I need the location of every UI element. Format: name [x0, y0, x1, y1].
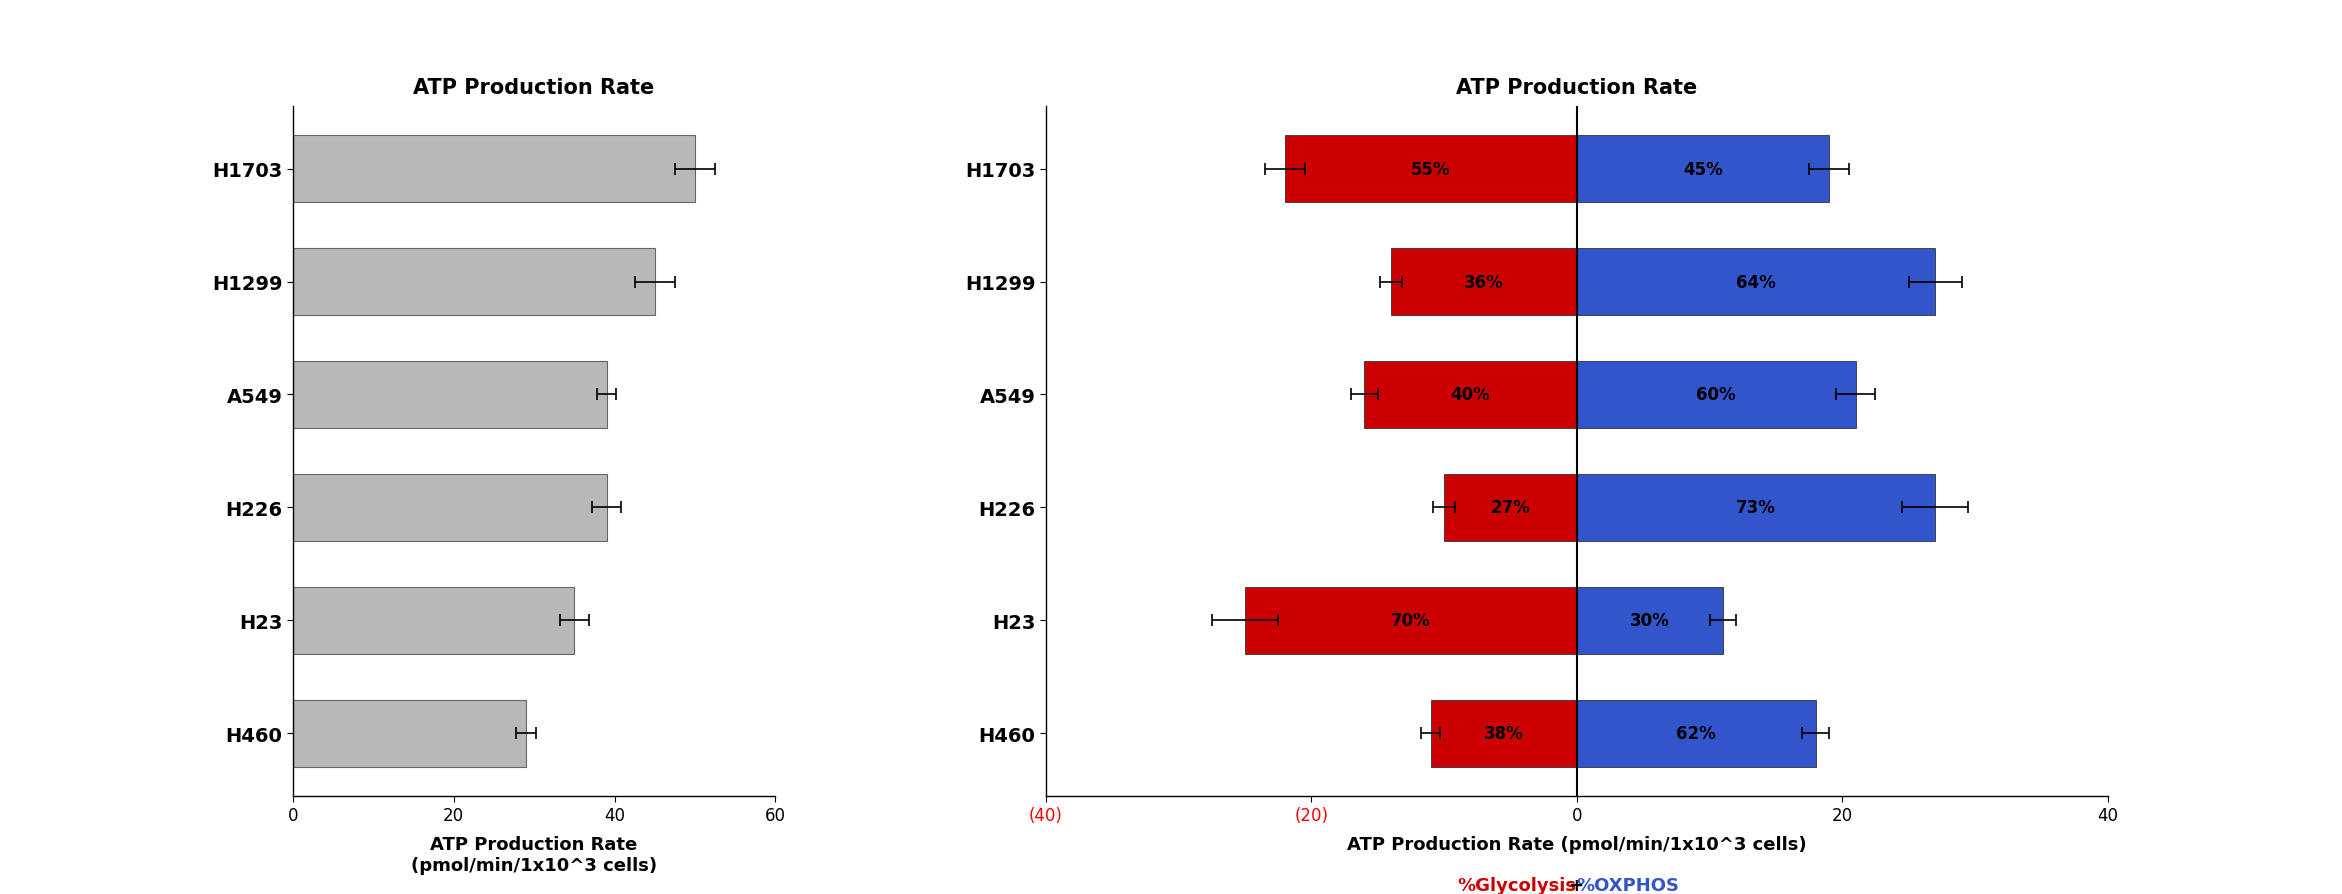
Bar: [293, 474, 607, 542]
Bar: [1576, 586, 1724, 654]
Bar: [1576, 136, 1829, 203]
Text: 45%: 45%: [1684, 160, 1724, 178]
Text: 30%: 30%: [1630, 611, 1670, 629]
Text: 64%: 64%: [1735, 274, 1775, 291]
Bar: [293, 249, 656, 316]
Bar: [1576, 249, 1934, 316]
Bar: [1445, 474, 1576, 542]
Text: 38%: 38%: [1485, 725, 1525, 743]
Text: %OXPHOS: %OXPHOS: [1576, 876, 1679, 894]
Bar: [1431, 700, 1576, 767]
Bar: [293, 136, 696, 203]
Bar: [293, 700, 527, 767]
Bar: [293, 586, 574, 654]
Bar: [1576, 474, 1934, 542]
Bar: [1391, 249, 1576, 316]
Text: 70%: 70%: [1391, 611, 1431, 629]
X-axis label: ATP Production Rate
(pmol/min/1x10^3 cells): ATP Production Rate (pmol/min/1x10^3 cel…: [412, 835, 658, 874]
Title: ATP Production Rate: ATP Production Rate: [415, 78, 656, 97]
Bar: [1576, 700, 1815, 767]
Bar: [293, 361, 607, 429]
Text: 60%: 60%: [1696, 386, 1735, 404]
Text: 55%: 55%: [1410, 160, 1450, 178]
Text: 36%: 36%: [1464, 274, 1504, 291]
Bar: [1246, 586, 1576, 654]
Text: 73%: 73%: [1735, 499, 1775, 517]
Title: ATP Production Rate: ATP Production Rate: [1457, 78, 1698, 97]
Text: 62%: 62%: [1677, 725, 1717, 743]
Text: 40%: 40%: [1450, 386, 1490, 404]
Bar: [1286, 136, 1576, 203]
Bar: [1576, 361, 1855, 429]
X-axis label: ATP Production Rate (pmol/min/1x10^3 cells): ATP Production Rate (pmol/min/1x10^3 cel…: [1347, 835, 1806, 853]
Text: %Glycolysis: %Glycolysis: [1457, 876, 1576, 894]
Text: 27%: 27%: [1490, 499, 1529, 517]
Text: +: +: [1562, 876, 1590, 894]
Bar: [1365, 361, 1576, 429]
